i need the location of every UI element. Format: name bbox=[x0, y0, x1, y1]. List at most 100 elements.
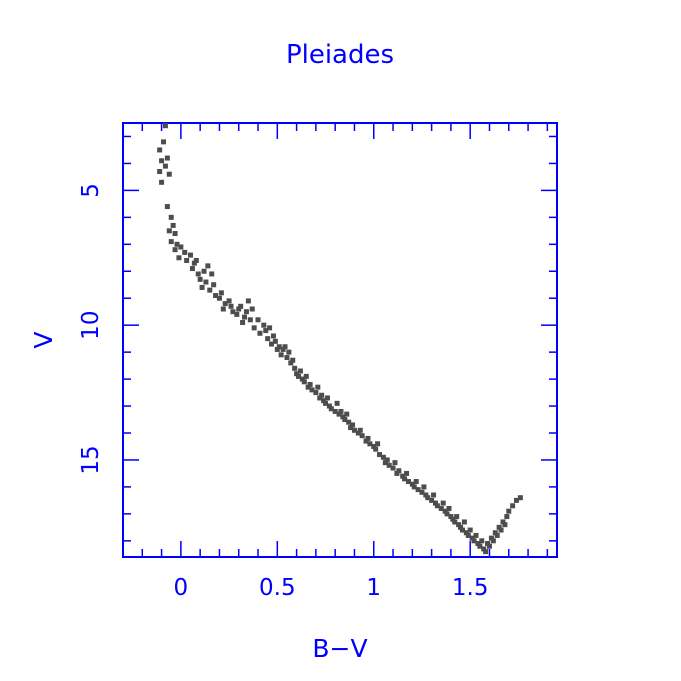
data-point bbox=[483, 549, 489, 555]
data-point bbox=[284, 355, 290, 361]
data-point bbox=[394, 470, 400, 476]
data-point bbox=[307, 381, 313, 387]
data-point bbox=[178, 244, 184, 250]
data-point bbox=[265, 336, 271, 342]
data-point bbox=[336, 411, 342, 417]
data-point bbox=[294, 371, 300, 377]
data-point bbox=[199, 284, 205, 290]
data-point bbox=[488, 535, 494, 541]
data-point bbox=[409, 481, 415, 487]
chart-title: Pleiades bbox=[286, 40, 394, 70]
data-point bbox=[313, 390, 319, 396]
data-point bbox=[222, 301, 228, 307]
data-point bbox=[510, 503, 516, 509]
data-point bbox=[243, 309, 249, 315]
data-point bbox=[317, 395, 323, 401]
data-point bbox=[189, 266, 195, 272]
data-point bbox=[404, 470, 410, 476]
data-point bbox=[340, 414, 346, 420]
data-point bbox=[157, 169, 163, 175]
data-point bbox=[344, 411, 350, 417]
data-point bbox=[270, 333, 276, 339]
data-point bbox=[338, 408, 344, 414]
data-point bbox=[249, 306, 255, 312]
data-point bbox=[390, 465, 396, 471]
data-point bbox=[513, 497, 519, 503]
data-point bbox=[386, 462, 392, 468]
data-point bbox=[458, 524, 464, 530]
y-tick-label: 15 bbox=[78, 445, 104, 474]
x-tick-label: 0 bbox=[174, 575, 189, 601]
data-point bbox=[328, 406, 334, 412]
data-points bbox=[157, 123, 523, 555]
data-point bbox=[479, 538, 485, 544]
data-point bbox=[315, 384, 321, 390]
data-point bbox=[498, 527, 504, 533]
x-tick-label: 1.5 bbox=[452, 575, 489, 601]
x-axis-label: B−V bbox=[312, 634, 367, 663]
data-point bbox=[346, 419, 352, 425]
data-point bbox=[494, 532, 500, 538]
data-point bbox=[247, 317, 253, 323]
data-point bbox=[213, 293, 219, 299]
data-point bbox=[425, 495, 431, 501]
data-point bbox=[216, 295, 222, 301]
y-tick-label: 5 bbox=[78, 183, 104, 198]
data-point bbox=[485, 541, 491, 547]
data-point bbox=[168, 214, 174, 220]
data-point bbox=[350, 422, 356, 428]
data-point bbox=[517, 495, 523, 501]
data-point bbox=[348, 425, 354, 431]
data-point bbox=[355, 430, 361, 436]
data-point bbox=[193, 257, 199, 263]
data-point bbox=[166, 228, 172, 234]
y-axis-label: V bbox=[29, 331, 58, 348]
data-point bbox=[450, 516, 456, 522]
data-point bbox=[261, 322, 267, 328]
data-point bbox=[238, 303, 244, 309]
data-point bbox=[245, 298, 251, 304]
data-point bbox=[296, 373, 302, 379]
data-point bbox=[242, 314, 248, 320]
data-point bbox=[276, 344, 282, 350]
data-point bbox=[448, 514, 454, 520]
data-point bbox=[228, 303, 234, 309]
data-point bbox=[272, 338, 278, 344]
data-point bbox=[459, 527, 465, 533]
data-point bbox=[274, 346, 280, 352]
data-point bbox=[164, 155, 170, 161]
data-point bbox=[452, 519, 458, 525]
data-point bbox=[444, 511, 450, 517]
data-point bbox=[170, 222, 176, 228]
data-point bbox=[477, 543, 483, 549]
data-point bbox=[278, 352, 284, 358]
data-point bbox=[172, 231, 178, 237]
data-point bbox=[166, 171, 172, 177]
data-point bbox=[182, 249, 188, 255]
data-point bbox=[195, 271, 201, 277]
data-point bbox=[324, 395, 330, 401]
data-point bbox=[351, 427, 357, 433]
data-point bbox=[209, 271, 215, 277]
data-point bbox=[413, 479, 419, 485]
data-point bbox=[371, 443, 377, 449]
data-point bbox=[357, 427, 363, 433]
data-point bbox=[496, 524, 502, 530]
data-point bbox=[323, 400, 329, 406]
data-point bbox=[280, 346, 286, 352]
data-point bbox=[500, 519, 506, 525]
data-point bbox=[301, 379, 307, 385]
data-point bbox=[396, 468, 402, 474]
data-point bbox=[402, 476, 408, 482]
data-point bbox=[292, 365, 298, 371]
data-point bbox=[438, 505, 444, 511]
data-point bbox=[191, 260, 197, 266]
data-point bbox=[203, 279, 209, 285]
data-point bbox=[269, 341, 275, 347]
data-point bbox=[168, 239, 174, 245]
data-point bbox=[326, 403, 332, 409]
data-point bbox=[506, 508, 512, 514]
tick-labels: 0 0.5 1 1.5 5 10 15 bbox=[78, 183, 488, 601]
data-point bbox=[159, 158, 165, 164]
data-point bbox=[162, 123, 168, 129]
